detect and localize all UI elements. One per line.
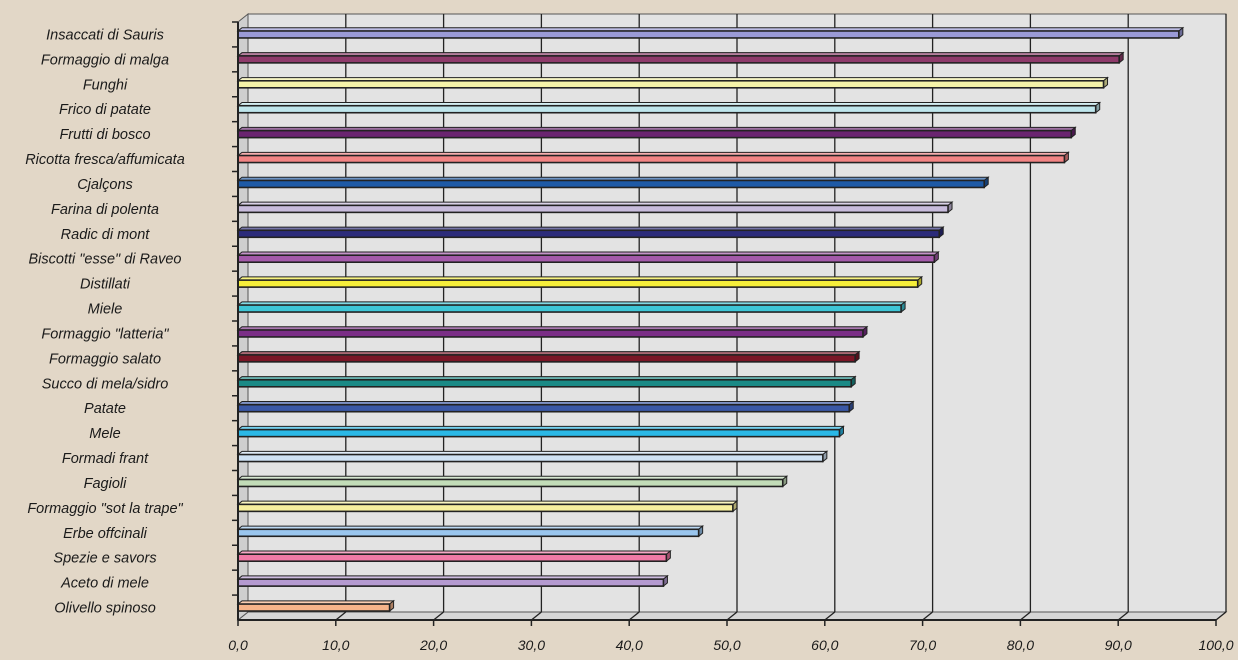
category-label: Spezie e savors	[53, 551, 156, 567]
floor-gridline	[824, 611, 836, 621]
bar	[236, 151, 1070, 164]
category-label: Succo di mela/sidro	[42, 376, 169, 392]
x-tick-label: 70,0	[909, 637, 936, 653]
category-label: Miele	[88, 302, 123, 318]
floor-gridline	[1215, 611, 1227, 621]
category-label: Distillati	[80, 277, 131, 293]
category-label: Formaggio salato	[49, 351, 161, 367]
bar	[236, 51, 1125, 64]
x-tick-label: 90,0	[1105, 637, 1132, 653]
x-tick-label: 30,0	[518, 637, 545, 653]
category-label: Erbe offcinali	[63, 526, 148, 542]
category-label: Funghi	[83, 77, 128, 93]
category-label: Frutti di bosco	[59, 127, 150, 143]
bar	[236, 101, 1102, 114]
x-tick-label: 100,0	[1198, 637, 1233, 653]
category-label: Radic di mont	[61, 227, 151, 243]
bar	[236, 226, 945, 239]
category-label: Fagioli	[84, 476, 127, 492]
bar	[236, 425, 845, 438]
category-label: Cjalçons	[77, 177, 133, 193]
x-tick-label: 50,0	[713, 637, 740, 653]
bar	[236, 325, 869, 338]
category-label: Formaggio "sot la trape"	[27, 501, 183, 517]
category-label: Mele	[89, 426, 120, 442]
floor-gridline	[433, 611, 445, 621]
floor-gridline	[335, 611, 347, 621]
bar	[236, 176, 990, 189]
bar	[236, 350, 861, 363]
floor-gridline	[628, 611, 640, 621]
bar	[236, 475, 789, 488]
x-tick-label: 20,0	[419, 637, 447, 653]
category-label: Aceto di mele	[60, 576, 149, 592]
category-label: Frico di patate	[59, 102, 151, 118]
category-label: Ricotta fresca/affumicata	[25, 152, 185, 168]
bar	[236, 300, 907, 314]
gridlines	[335, 14, 1227, 621]
floor-gridline	[726, 611, 738, 621]
bar	[236, 250, 940, 264]
bar	[236, 500, 739, 513]
floor-gridline	[530, 611, 542, 621]
x-tick-label: 40,0	[616, 637, 643, 653]
bar	[236, 574, 669, 588]
floor-gridline	[1117, 611, 1129, 621]
bar	[236, 599, 396, 613]
category-label: Olivello spinoso	[54, 601, 156, 617]
bar	[236, 549, 672, 563]
category-label: Formaggio di malga	[41, 52, 169, 68]
bar	[236, 375, 857, 388]
category-label: Biscotti "esse" di Raveo	[29, 252, 182, 268]
category-label: Formadi frant	[62, 451, 149, 467]
x-tick-label: 60,0	[811, 637, 838, 653]
x-axis-ticks: 0,0 10,0 20,0 30,0 40,0 50,0 60,0 70,0 80,0 90,0 1…	[228, 21, 1234, 653]
bars	[236, 26, 1185, 613]
floor-gridline	[1019, 611, 1031, 621]
category-label: Formaggio "latteria"	[41, 326, 169, 342]
bar	[236, 26, 1185, 39]
x-tick-label: 10,0	[322, 637, 349, 653]
bar	[236, 400, 855, 413]
bar	[236, 275, 924, 289]
bar	[236, 76, 1109, 89]
category-label: Farina di polenta	[51, 202, 159, 218]
bar	[236, 450, 829, 463]
x-tick-label: 80,0	[1007, 637, 1034, 653]
floor-gridline	[922, 611, 934, 621]
bar	[236, 201, 954, 214]
bar	[236, 126, 1077, 139]
category-labels: Insaccati di Sauris Formaggio di malga Fun…	[25, 27, 185, 616]
category-label: Patate	[84, 401, 126, 417]
x-tick-label: 0,0	[228, 637, 248, 653]
bar	[236, 525, 705, 538]
category-label: Insaccati di Sauris	[46, 27, 164, 43]
